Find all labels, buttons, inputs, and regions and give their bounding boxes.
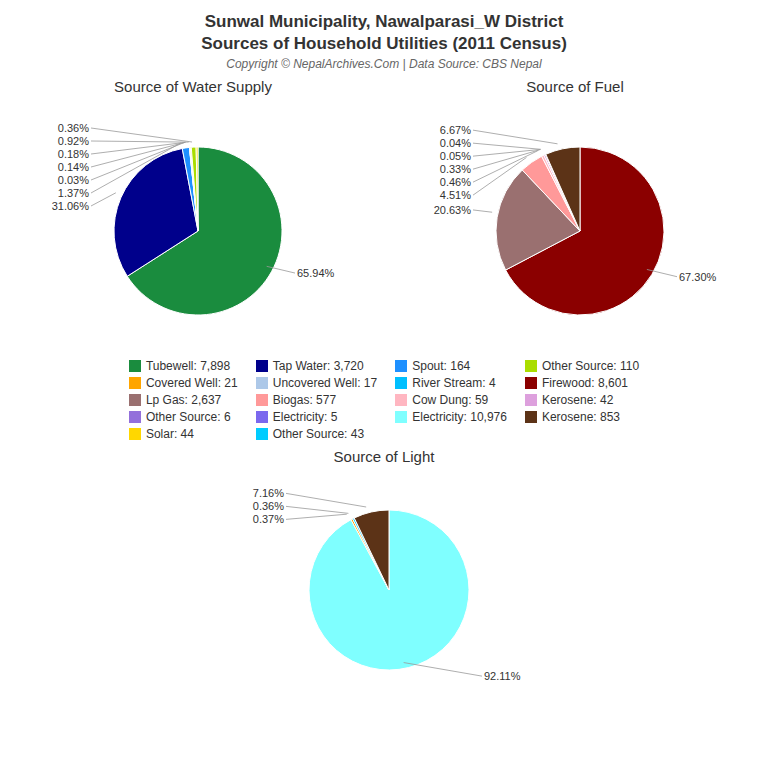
- svg-text:0.92%: 0.92%: [58, 135, 89, 147]
- svg-text:65.94%: 65.94%: [297, 267, 335, 279]
- svg-text:0.37%: 0.37%: [253, 513, 284, 525]
- svg-text:0.05%: 0.05%: [440, 150, 471, 162]
- html-text:Spout: 164: Spout: 164: [412, 359, 471, 373]
- html-text:Electricity: 10,976: Electricity: 10,976: [412, 410, 507, 424]
- svg-text:7.16%: 7.16%: [253, 487, 284, 499]
- html-text:Other Source: 110: Other Source: 110: [541, 359, 640, 373]
- html-text:Tap Water: 3,720: Tap Water: 3,720: [272, 359, 364, 373]
- html-text:Source of Fuel: Source of Fuel: [526, 78, 624, 95]
- html-text:Source of Light: Source of Light: [333, 448, 435, 465]
- svg-text:0.18%: 0.18%: [58, 148, 89, 160]
- html-text:Copyright © NepalArchives.Com: Copyright © NepalArchives.Com | Data Sou…: [226, 57, 542, 71]
- svg-text:0.03%: 0.03%: [58, 174, 89, 186]
- svg-text:1.37%: 1.37%: [58, 187, 89, 199]
- svg-text:6.67%: 6.67%: [440, 124, 471, 136]
- html-text:Other Source: 6: Other Source: 6: [145, 410, 231, 424]
- svg-text:0.04%: 0.04%: [440, 137, 471, 149]
- svg-text:92.11%: 92.11%: [484, 670, 521, 682]
- svg-text:20.63%: 20.63%: [434, 204, 472, 216]
- html-text:River Stream: 4: River Stream: 4: [412, 376, 496, 390]
- svg-text:0.33%: 0.33%: [440, 163, 471, 175]
- html-text:Solar: 44: Solar: 44: [145, 427, 194, 441]
- svg-text:4.51%: 4.51%: [440, 189, 471, 201]
- html-text:Electricity: 5: Electricity: 5: [272, 410, 338, 424]
- html-text:Tubewell: 7,898: Tubewell: 7,898: [145, 359, 231, 373]
- svg-text:31.06%: 31.06%: [52, 200, 90, 212]
- svg-text:0.14%: 0.14%: [58, 161, 89, 173]
- svg-text:0.36%: 0.36%: [253, 500, 284, 512]
- html-text:Sunwal Municipality, Nawalpara: Sunwal Municipality, Nawalparasi_W Distr…: [204, 12, 564, 31]
- html-text:Other Source: 43: Other Source: 43: [272, 427, 365, 441]
- html-text:Firewood: 8,601: Firewood: 8,601: [541, 376, 628, 390]
- html-text:Kerosene: 853: Kerosene: 853: [541, 410, 620, 424]
- html-text:Kerosene: 42: Kerosene: 42: [541, 393, 614, 407]
- html-text:Sources of Household Utilities: Sources of Household Utilities (2011 Cen…: [201, 34, 567, 53]
- html-text:Covered Well: 21: Covered Well: 21: [145, 376, 238, 390]
- html-text:Source of Water Supply: Source of Water Supply: [114, 78, 272, 95]
- svg-text:0.46%: 0.46%: [440, 176, 471, 188]
- html-text:Uncovered Well: 17: Uncovered Well: 17: [272, 376, 378, 390]
- html-text:Biogas: 577: Biogas: 577: [272, 393, 337, 407]
- html-text:Lp Gas: 2,637: Lp Gas: 2,637: [145, 393, 222, 407]
- svg-text:67.30%: 67.30%: [679, 271, 717, 283]
- html-text:Cow Dung: 59: Cow Dung: 59: [412, 393, 489, 407]
- svg-text:0.36%: 0.36%: [58, 122, 89, 134]
